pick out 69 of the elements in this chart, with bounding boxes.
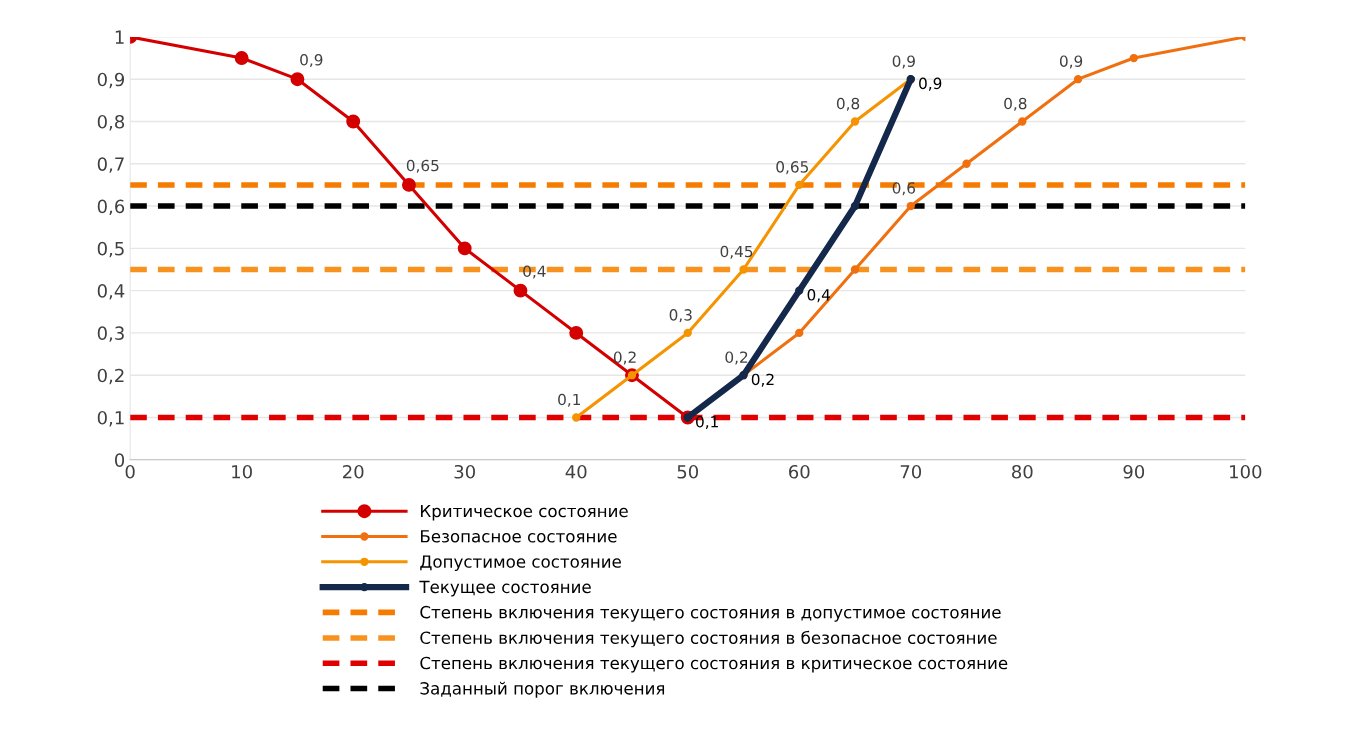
data-label: 0,9 xyxy=(1059,55,1083,69)
data-label: 0,3 xyxy=(669,309,692,323)
data-label: 0,65 xyxy=(406,159,439,173)
point xyxy=(850,117,860,126)
legend-label: Текущее состояние xyxy=(419,580,591,597)
y-tick-label: 0,2 xyxy=(97,368,124,385)
legend-label: Критическое состояние xyxy=(421,504,628,521)
y-tick-label: 0 xyxy=(114,453,125,467)
point xyxy=(795,328,804,338)
data-label: 0,6 xyxy=(892,182,916,196)
x-tick-label: 0 xyxy=(125,464,135,479)
x-tick-label: 20 xyxy=(343,464,364,479)
y-tick-label: 0,3 xyxy=(97,326,124,342)
point xyxy=(513,283,528,298)
y-tick-label: 0,8 xyxy=(97,114,125,131)
data-label: 0,2 xyxy=(725,351,748,365)
legend-label: Допустимое состояние xyxy=(420,555,621,572)
x-tick-label: 30 xyxy=(454,464,475,479)
point xyxy=(290,72,305,87)
point xyxy=(683,328,692,338)
x-tick-label: 100 xyxy=(1230,464,1262,479)
point xyxy=(234,51,249,65)
data-label: 0,1 xyxy=(558,393,581,407)
x-tick-label: 10 xyxy=(232,464,252,479)
y-tick-label: 0,6 xyxy=(97,199,125,216)
point xyxy=(795,286,804,295)
point xyxy=(906,201,915,211)
data-label: 0,8 xyxy=(1004,97,1027,111)
x-tick-label: 40 xyxy=(565,464,587,479)
data-label: 0,65 xyxy=(776,161,808,175)
legend-label: Безопасное состояние xyxy=(421,530,617,543)
data-label: 0,4 xyxy=(807,289,830,303)
x-tick-label: 50 xyxy=(677,464,699,479)
point xyxy=(1073,75,1083,84)
y-tick-label: 0,4 xyxy=(97,284,125,300)
y-tick-label: 0,5 xyxy=(97,241,124,258)
point xyxy=(1018,117,1027,126)
legend-label: Степень включения текущего состояния в безопасное состояние xyxy=(420,630,997,648)
point xyxy=(962,159,971,168)
data-label: 0,1 xyxy=(696,415,718,430)
data-label: 0,8 xyxy=(836,97,860,111)
y-tick-label: 0,1 xyxy=(97,410,124,427)
y-tick-label: 0,7 xyxy=(97,157,124,173)
data-label: 0,9 xyxy=(300,54,323,68)
point xyxy=(401,177,416,192)
x-tick-label: 90 xyxy=(1123,464,1145,479)
data-label: 0,9 xyxy=(892,55,915,69)
point xyxy=(850,201,860,211)
data-label: 0,2 xyxy=(613,351,636,365)
point xyxy=(572,413,581,422)
point xyxy=(795,180,804,190)
legend-label: Степень включения текущего состояния в допустимое состояние xyxy=(420,605,1001,622)
data-label: 0,4 xyxy=(523,265,546,279)
x-tick-label: 80 xyxy=(1012,464,1033,479)
legend-label: Степень включения текущего состояния в критическое состояние xyxy=(420,656,1008,673)
point xyxy=(739,265,748,274)
data-label: 0,9 xyxy=(919,77,942,91)
point xyxy=(569,325,584,340)
y-tick-label: 1 xyxy=(115,30,124,44)
point xyxy=(850,265,860,274)
legend-label: Заданный порог включения xyxy=(420,681,665,698)
point xyxy=(346,114,361,129)
y-tick-label: 0,9 xyxy=(97,72,125,89)
x-tick-label: 60 xyxy=(789,464,810,479)
point xyxy=(1129,53,1138,63)
data-label: 0,45 xyxy=(720,245,753,259)
x-tick-label: 70 xyxy=(900,464,922,479)
data-label: 0,2 xyxy=(751,373,774,387)
point xyxy=(457,241,472,256)
